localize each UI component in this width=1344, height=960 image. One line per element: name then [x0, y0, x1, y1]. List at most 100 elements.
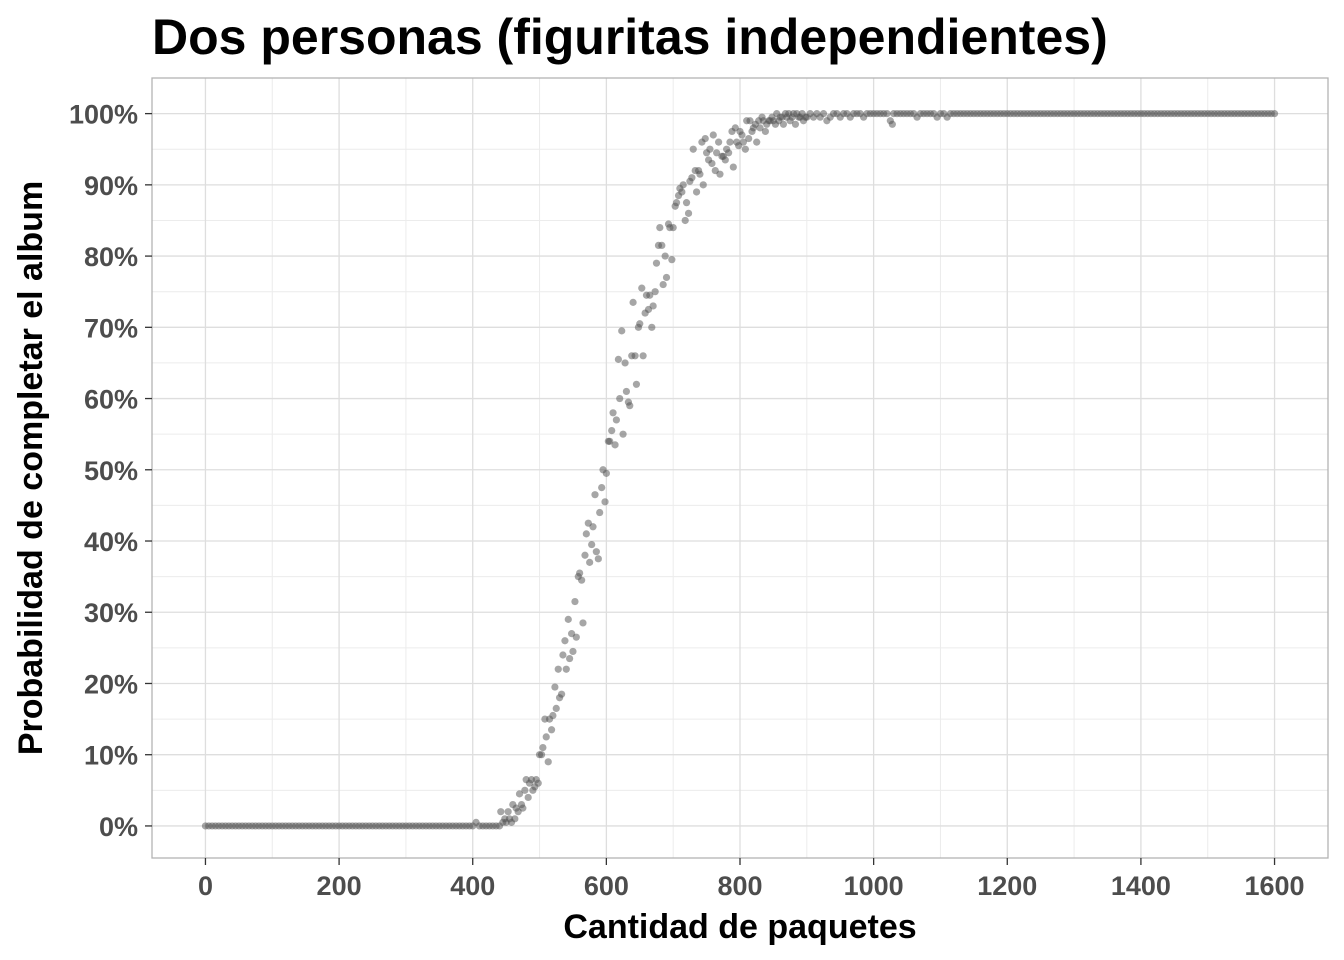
- data-point: [692, 188, 701, 196]
- data-point: [596, 508, 604, 517]
- data-point: [609, 409, 617, 417]
- data-point: [576, 569, 584, 577]
- data-point: [504, 808, 512, 816]
- x-tick-label: 400: [450, 871, 495, 901]
- data-point: [602, 469, 610, 477]
- data-point: [626, 402, 634, 410]
- data-point: [689, 145, 697, 153]
- data-point: [591, 491, 599, 499]
- x-axis-title: Cantidad de paquetes: [563, 908, 916, 946]
- data-point: [819, 110, 828, 118]
- data-point: [589, 523, 597, 531]
- data-point: [659, 280, 667, 289]
- data-point: [639, 352, 647, 360]
- x-tick-label: 1200: [977, 871, 1037, 901]
- data-point: [739, 138, 747, 146]
- data-point: [696, 170, 704, 178]
- data-point: [745, 134, 753, 143]
- data-point: [791, 120, 800, 128]
- data-point: [648, 323, 656, 331]
- data-point: [888, 120, 896, 128]
- data-point: [684, 209, 693, 217]
- data-point: [561, 637, 569, 645]
- grid-lines: [152, 78, 1328, 858]
- data-point: [601, 498, 609, 506]
- data-point: [678, 188, 686, 196]
- data-point: [652, 259, 661, 267]
- x-axis: 0 200 400 600 800 1000 1200 1400 1600: [198, 858, 1305, 901]
- data-point: [651, 288, 659, 296]
- data-point: [549, 711, 557, 720]
- y-tick-label: 20%: [84, 669, 138, 699]
- data-point: [679, 181, 687, 189]
- data-point: [646, 291, 654, 299]
- y-tick-label: 10%: [84, 741, 138, 771]
- data-point: [586, 558, 594, 566]
- data-point: [753, 138, 761, 146]
- data-point: [741, 145, 749, 153]
- data-point: [588, 540, 596, 549]
- data-point: [656, 223, 664, 232]
- y-tick-label: 90%: [84, 171, 138, 201]
- data-point: [618, 327, 626, 335]
- data-point: [612, 416, 620, 424]
- data-points: [201, 110, 1279, 830]
- data-point: [715, 138, 723, 146]
- y-tick-label: 30%: [84, 598, 138, 628]
- x-tick-label: 600: [584, 871, 629, 901]
- y-axis: 0% 10% 20% 30% 40% 50% 60% 70% 80% 90% 100%: [69, 100, 152, 842]
- data-point: [621, 359, 629, 367]
- x-tick-label: 1400: [1111, 871, 1171, 901]
- data-point: [629, 298, 637, 306]
- x-tick-label: 1000: [844, 871, 904, 901]
- x-tick-label: 0: [198, 871, 213, 901]
- data-point: [699, 181, 707, 189]
- data-point: [606, 437, 614, 445]
- y-tick-label: 40%: [84, 527, 138, 557]
- data-point: [708, 159, 716, 168]
- data-point: [706, 145, 714, 153]
- data-point: [688, 174, 696, 182]
- data-point: [534, 779, 542, 787]
- y-tick-label: 0%: [99, 812, 138, 842]
- data-point: [539, 743, 547, 752]
- data-point: [547, 726, 556, 734]
- data-point: [672, 199, 681, 207]
- data-point: [582, 530, 590, 538]
- data-point: [622, 387, 631, 396]
- data-point: [579, 619, 587, 627]
- x-tick-label: 200: [317, 871, 362, 901]
- data-point: [572, 633, 580, 641]
- data-point: [619, 430, 627, 438]
- data-point: [883, 110, 891, 118]
- data-point: [716, 170, 724, 178]
- data-point: [552, 704, 560, 713]
- data-point: [729, 163, 737, 171]
- data-point: [551, 683, 559, 691]
- data-point: [779, 120, 788, 128]
- data-point: [569, 647, 577, 656]
- data-point: [726, 138, 734, 146]
- data-point: [746, 117, 754, 125]
- data-point: [554, 665, 562, 673]
- data-point: [738, 131, 746, 139]
- y-tick-label: 70%: [84, 313, 138, 343]
- data-point: [614, 355, 622, 363]
- data-point: [511, 815, 519, 823]
- data-point: [709, 131, 717, 139]
- data-point: [701, 134, 709, 143]
- data-point: [611, 441, 619, 449]
- data-point: [761, 127, 769, 136]
- data-point: [649, 302, 657, 310]
- data-point: [616, 394, 624, 403]
- data-point: [519, 804, 527, 812]
- data-point: [713, 149, 721, 157]
- data-point: [631, 352, 639, 360]
- data-point: [564, 615, 572, 623]
- x-tick-label: 1600: [1245, 871, 1305, 901]
- y-axis-title: Probabilidad de completar el album: [12, 181, 50, 755]
- data-point: [559, 651, 567, 659]
- data-point: [581, 551, 589, 559]
- data-point: [658, 241, 666, 249]
- data-point: [632, 380, 641, 388]
